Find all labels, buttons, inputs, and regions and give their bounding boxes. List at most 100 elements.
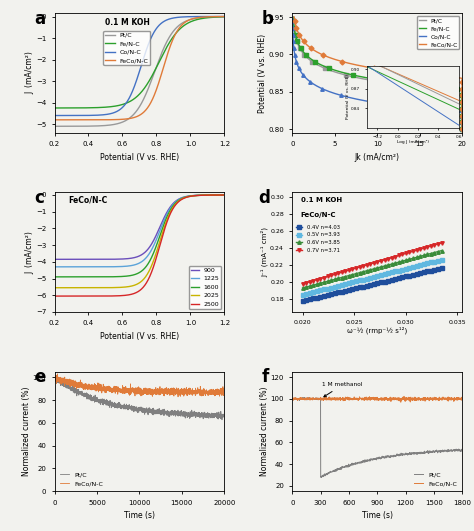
0.7V n=3.71 — [371, 260, 377, 266]
0.6V n=3.85 — [382, 263, 387, 269]
2025 — [221, 192, 227, 198]
0.5V n=3.93 — [346, 280, 352, 286]
0.5V n=3.93 — [360, 277, 366, 283]
FeCo/N-C — [344, 59, 349, 66]
0.4V n=4.03 — [343, 288, 348, 294]
Co/N-C — [290, 31, 296, 38]
Pt/C — [165, 37, 171, 43]
0.7V n=3.71 — [303, 279, 309, 286]
Line: Co/N-C: Co/N-C — [55, 16, 224, 116]
0.6V n=3.85 — [360, 269, 366, 275]
0.7V n=3.71 — [346, 267, 352, 273]
FeCo/N-C — [336, 57, 341, 64]
FeCo/N-C — [60, 375, 66, 382]
Pt/C — [52, 373, 57, 380]
1225 — [221, 192, 227, 198]
Line: 0.4V n=4.03: 0.4V n=4.03 — [301, 267, 443, 303]
0.4V n=4.03 — [325, 292, 330, 298]
Line: Fe/N-C: Fe/N-C — [55, 17, 224, 108]
Pt/C — [180, 20, 185, 26]
FeCo/N-C — [307, 395, 312, 401]
0.7V n=3.71 — [325, 273, 330, 280]
2500 — [221, 192, 227, 198]
0.7V n=3.71 — [414, 247, 419, 253]
Pt/C — [82, 123, 87, 130]
Line: Pt/C: Pt/C — [55, 375, 224, 419]
0.7V n=3.71 — [332, 271, 337, 278]
Line: FeCo/N-C: FeCo/N-C — [55, 16, 224, 120]
0.7V n=3.71 — [389, 254, 394, 261]
Line: 2500: 2500 — [55, 195, 224, 296]
0.6V n=3.85 — [328, 277, 334, 284]
0.4V n=4.03 — [421, 269, 427, 276]
Legend: 900, 1225, 1600, 2025, 2500: 900, 1225, 1600, 2025, 2500 — [189, 266, 221, 309]
0.6V n=3.85 — [385, 262, 391, 268]
0.7V n=3.71 — [314, 277, 319, 283]
1600 — [82, 273, 87, 280]
0.5V n=3.93 — [353, 278, 359, 285]
0.7V n=3.71 — [321, 275, 327, 281]
Pt/C — [459, 447, 465, 453]
2025 — [180, 195, 185, 202]
1225 — [180, 195, 185, 201]
0.7V n=3.71 — [435, 241, 441, 247]
1600 — [52, 273, 57, 280]
2500 — [95, 293, 101, 299]
Pt/C — [290, 397, 295, 403]
2025 — [95, 285, 101, 291]
FeCo/N-C — [398, 399, 404, 405]
0.6V n=3.85 — [321, 279, 327, 286]
0.6V n=3.85 — [417, 253, 423, 260]
Text: FeCo/N-C: FeCo/N-C — [301, 211, 336, 218]
Pt/C — [406, 450, 412, 457]
0.4V n=4.03 — [353, 285, 359, 292]
1600 — [165, 211, 171, 218]
2025 — [52, 285, 57, 291]
Fe/N-C — [221, 14, 227, 20]
0.5V n=3.93 — [403, 266, 409, 272]
FeCo/N-C — [130, 389, 136, 395]
0.7V n=3.71 — [403, 250, 409, 256]
0.6V n=3.85 — [424, 251, 430, 258]
0.5V n=3.93 — [421, 261, 427, 268]
0.7V n=3.71 — [392, 253, 398, 260]
FeCo/N-C — [82, 117, 87, 123]
0.7V n=3.71 — [307, 279, 312, 285]
Fe/N-C — [313, 59, 319, 65]
0.5V n=3.93 — [328, 285, 334, 291]
1225 — [165, 209, 171, 216]
Co/N-C — [459, 125, 465, 132]
Line: FeCo/N-C: FeCo/N-C — [294, 17, 462, 129]
0.4V n=4.03 — [435, 266, 441, 272]
Co/N-C — [293, 57, 299, 64]
1600 — [152, 247, 157, 253]
0.5V n=3.93 — [343, 281, 348, 287]
0.6V n=3.85 — [414, 254, 419, 261]
Pt/C — [290, 14, 296, 20]
Line: FeCo/N-C: FeCo/N-C — [55, 374, 224, 397]
Line: 1225: 1225 — [55, 195, 224, 267]
Legend: Pt/C, FeCo/N-C: Pt/C, FeCo/N-C — [58, 470, 105, 488]
Pt/C — [292, 31, 298, 38]
X-axis label: Potential (V vs. RHE): Potential (V vs. RHE) — [100, 152, 179, 161]
0.7V n=3.71 — [385, 255, 391, 262]
Legend: Pt/C, Fe/N-C, Co/N-C, FeCo/N-C: Pt/C, Fe/N-C, Co/N-C, FeCo/N-C — [103, 31, 150, 65]
0.7V n=3.71 — [360, 263, 366, 269]
Text: e: e — [34, 368, 46, 386]
0.4V n=4.03 — [378, 279, 384, 286]
Fe/N-C — [314, 59, 319, 66]
Text: a: a — [34, 10, 45, 28]
0.4V n=4.03 — [339, 288, 345, 295]
FeCo/N-C — [55, 371, 60, 377]
Co/N-C — [290, 24, 295, 31]
0.6V n=3.85 — [346, 272, 352, 279]
2500 — [52, 293, 57, 299]
0.7V n=3.71 — [350, 266, 356, 272]
0.4V n=4.03 — [321, 293, 327, 299]
FeCo/N-C — [165, 50, 171, 56]
0.5V n=3.93 — [424, 260, 430, 267]
0.5V n=3.93 — [350, 279, 356, 286]
0.6V n=3.85 — [353, 270, 359, 277]
Pt/C — [52, 372, 58, 379]
0.7V n=3.71 — [339, 269, 345, 276]
